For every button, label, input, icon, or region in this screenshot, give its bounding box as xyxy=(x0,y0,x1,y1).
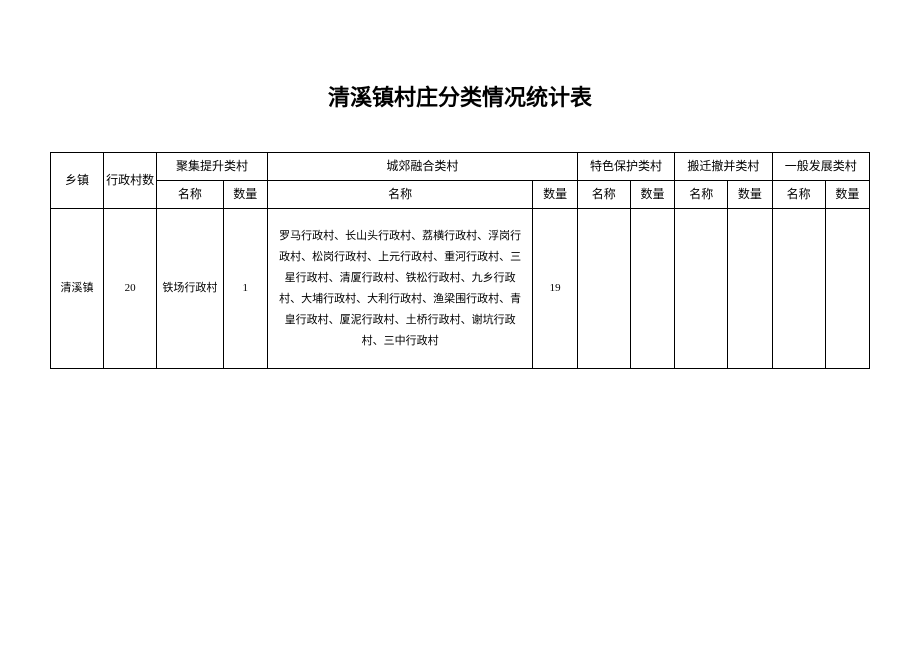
header-cat5-count: 数量 xyxy=(825,181,869,209)
page-title: 清溪镇村庄分类情况统计表 xyxy=(50,80,870,112)
header-cat3-count: 数量 xyxy=(630,181,674,209)
header-cat5: 一般发展类村 xyxy=(772,153,869,181)
cell-cat4-count xyxy=(728,209,772,369)
header-cat3-name: 名称 xyxy=(577,181,630,209)
classification-table: 乡镇 行政村数 聚集提升类村 城郊融合类村 特色保护类村 搬迁撤并类村 一般发展… xyxy=(50,152,870,369)
header-cat1: 聚集提升类村 xyxy=(157,153,268,181)
header-cat4-name: 名称 xyxy=(675,181,728,209)
cell-cat5-count xyxy=(825,209,869,369)
header-cat4: 搬迁撤并类村 xyxy=(675,153,772,181)
cell-village-count: 20 xyxy=(104,209,157,369)
cell-cat5-name xyxy=(772,209,825,369)
cell-cat2-name: 罗马行政村、长山头行政村、荔横行政村、浮岗行政村、松岗行政村、上元行政村、重河行… xyxy=(267,209,533,369)
header-cat1-name: 名称 xyxy=(157,181,223,209)
header-cat2: 城郊融合类村 xyxy=(267,153,577,181)
cell-cat1-count: 1 xyxy=(223,209,267,369)
header-cat2-name: 名称 xyxy=(267,181,533,209)
cell-cat3-count xyxy=(630,209,674,369)
cell-cat4-name xyxy=(675,209,728,369)
header-cat2-count: 数量 xyxy=(533,181,577,209)
header-row-2: 名称 数量 名称 数量 名称 数量 名称 数量 名称 数量 xyxy=(51,181,870,209)
header-cat1-count: 数量 xyxy=(223,181,267,209)
header-cat4-count: 数量 xyxy=(728,181,772,209)
cell-cat3-name xyxy=(577,209,630,369)
cell-cat1-name: 铁场行政村 xyxy=(157,209,223,369)
cell-cat2-count: 19 xyxy=(533,209,577,369)
header-village-count: 行政村数 xyxy=(104,153,157,209)
header-cat3: 特色保护类村 xyxy=(577,153,674,181)
header-row-1: 乡镇 行政村数 聚集提升类村 城郊融合类村 特色保护类村 搬迁撤并类村 一般发展… xyxy=(51,153,870,181)
cell-town: 清溪镇 xyxy=(51,209,104,369)
header-cat5-name: 名称 xyxy=(772,181,825,209)
header-town: 乡镇 xyxy=(51,153,104,209)
table-row: 清溪镇 20 铁场行政村 1 罗马行政村、长山头行政村、荔横行政村、浮岗行政村、… xyxy=(51,209,870,369)
